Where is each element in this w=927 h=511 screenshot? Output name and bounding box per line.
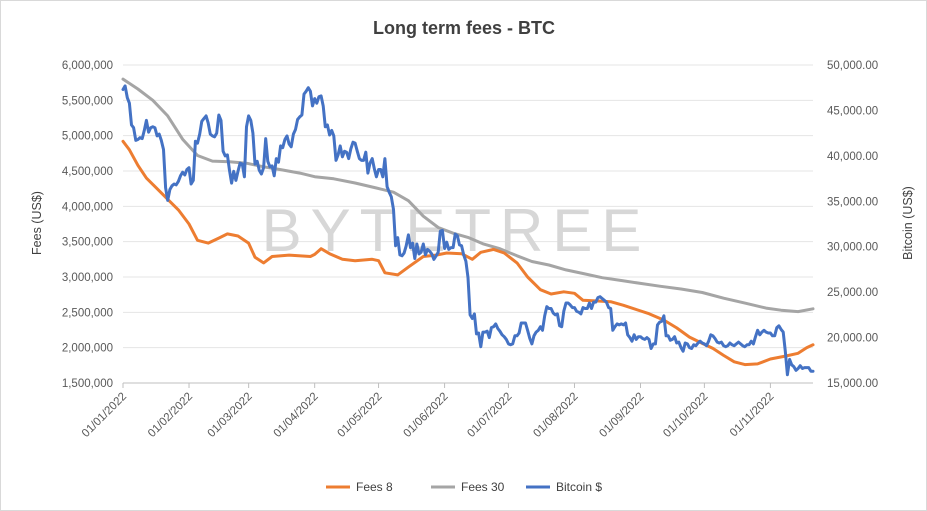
x-tick-label: 01/05/2022 [335, 391, 384, 440]
x-tick-label: 01/08/2022 [531, 391, 580, 440]
left-axis-ticks: 1,500,000 2,000,000 2,500,000 3,000,000 3,50… [62, 60, 113, 390]
right-axis-ticks: 15,000.00 20,000.00 25,000.00 30,000.00 35,0… [827, 60, 878, 390]
left-tick-label: 3,500,000 [62, 237, 113, 249]
right-tick-label: 50,000.00 [827, 60, 878, 72]
series-line-fees-30 [121, 77, 815, 314]
right-tick-label: 45,000.00 [827, 105, 878, 117]
left-tick-label: 3,000,000 [62, 272, 113, 284]
left-tick-label: 6,000,000 [62, 60, 113, 72]
x-tick-label: 01/04/2022 [272, 391, 321, 440]
legend-label: Fees 30 [461, 480, 505, 494]
x-tick-label: 01/11/2022 [728, 391, 777, 440]
legend-label: Bitcoin $ [556, 480, 602, 494]
left-tick-label: 5,500,000 [62, 95, 113, 107]
legend-label: Fees 8 [356, 480, 393, 494]
right-tick-label: 40,000.00 [827, 151, 878, 163]
left-tick-label: 2,500,000 [62, 307, 113, 319]
left-tick-label: 2,000,000 [62, 343, 113, 355]
left-axis-title: Fees (US$) [30, 191, 44, 255]
left-tick-label: 5,000,000 [62, 131, 113, 143]
x-tick-label: 01/09/2022 [597, 391, 646, 440]
series-lines [121, 77, 815, 377]
series-line-bitcoin [121, 84, 815, 377]
chart-title: Long term fees - BTC [373, 18, 555, 38]
x-tick-label: 01/03/2022 [206, 391, 255, 440]
right-tick-label: 15,000.00 [827, 378, 878, 390]
x-tick-label: 01/07/2022 [465, 391, 514, 440]
left-tick-label: 4,500,000 [62, 166, 113, 178]
left-tick-label: 4,000,000 [62, 201, 113, 213]
right-axis-title: Bitcoin (US$) [901, 186, 915, 260]
right-tick-label: 25,000.00 [827, 287, 878, 299]
x-tick-label: 01/02/2022 [146, 391, 195, 440]
left-tick-label: 1,500,000 [62, 378, 113, 390]
legend: Fees 8 Fees 30 Bitcoin $ [326, 480, 602, 494]
x-tick-label: 01/10/2022 [661, 391, 710, 440]
x-tick-label: 01/06/2022 [402, 391, 451, 440]
right-tick-label: 30,000.00 [827, 242, 878, 254]
x-axis-ticks: 01/01/2022 01/02/2022 01/03/2022 01/04/2022… [80, 383, 777, 440]
right-tick-label: 20,000.00 [827, 333, 878, 345]
right-tick-label: 35,000.00 [827, 196, 878, 208]
x-tick-label: 01/01/2022 [80, 391, 129, 440]
